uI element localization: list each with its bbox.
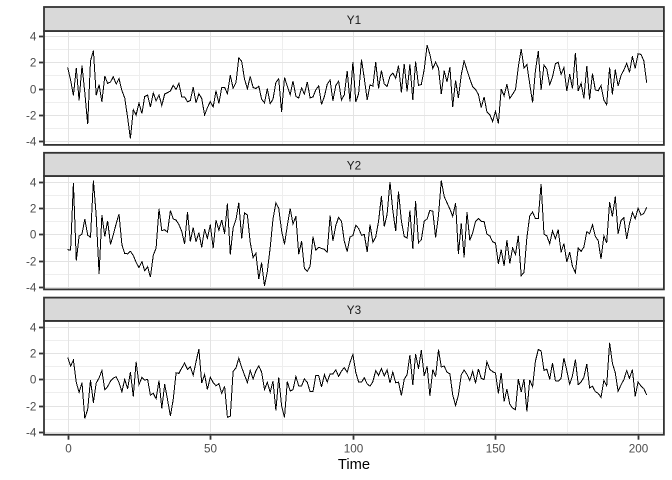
- svg-text:50: 50: [204, 442, 218, 455]
- svg-text:-2: -2: [26, 110, 36, 123]
- svg-text:2: 2: [30, 203, 37, 216]
- svg-text:150: 150: [486, 442, 506, 455]
- svg-text:Y1: Y1: [347, 14, 361, 27]
- svg-text:4: 4: [30, 31, 37, 44]
- svg-text:0: 0: [30, 84, 37, 97]
- svg-text:-4: -4: [26, 427, 37, 440]
- svg-text:Y2: Y2: [347, 159, 361, 172]
- svg-text:-2: -2: [26, 256, 36, 269]
- svg-text:Y3: Y3: [347, 304, 361, 317]
- svg-text:-4: -4: [26, 136, 37, 149]
- svg-text:4: 4: [30, 322, 37, 335]
- svg-text:Time: Time: [338, 457, 370, 473]
- svg-text:100: 100: [344, 442, 364, 455]
- svg-text:2: 2: [30, 57, 37, 70]
- svg-text:4: 4: [30, 177, 37, 190]
- svg-text:2: 2: [30, 348, 37, 361]
- svg-text:0: 0: [65, 442, 72, 455]
- svg-text:200: 200: [629, 442, 649, 455]
- svg-text:0: 0: [30, 374, 37, 387]
- svg-text:0: 0: [30, 229, 37, 242]
- svg-text:-2: -2: [26, 401, 36, 414]
- svg-text:-4: -4: [26, 282, 37, 295]
